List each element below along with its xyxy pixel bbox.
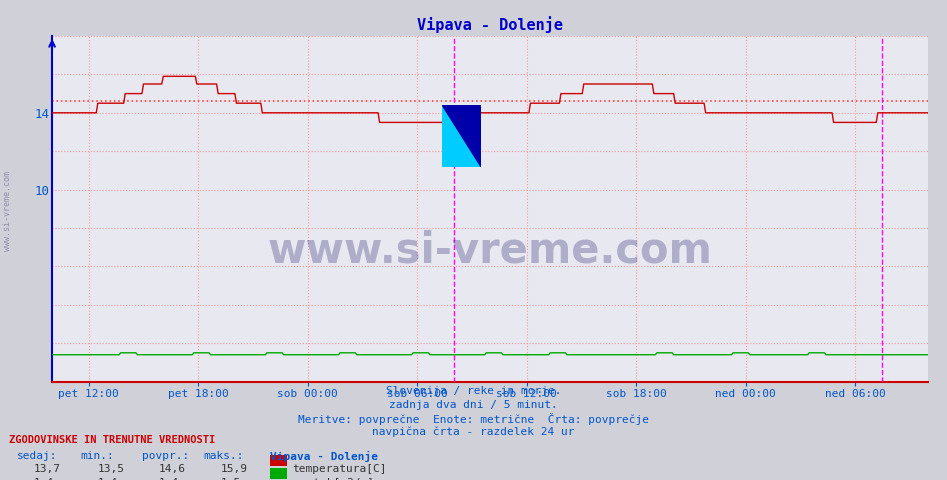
Text: Vipava - Dolenje: Vipava - Dolenje	[270, 451, 378, 462]
Text: 1,4: 1,4	[34, 478, 54, 480]
Text: 15,9: 15,9	[221, 464, 248, 474]
Text: navpična črta - razdelek 24 ur: navpična črta - razdelek 24 ur	[372, 427, 575, 437]
Text: ZGODOVINSKE IN TRENUTNE VREDNOSTI: ZGODOVINSKE IN TRENUTNE VREDNOSTI	[9, 435, 216, 445]
Text: maks.:: maks.:	[204, 451, 244, 461]
Text: www.si-vreme.com: www.si-vreme.com	[3, 171, 12, 251]
Text: 1,5: 1,5	[221, 478, 241, 480]
Text: 1,4: 1,4	[159, 478, 179, 480]
Text: www.si-vreme.com: www.si-vreme.com	[268, 229, 712, 271]
Text: 14,6: 14,6	[159, 464, 187, 474]
Text: Meritve: povprečne  Enote: metrične  Črta: povprečje: Meritve: povprečne Enote: metrične Črta:…	[298, 413, 649, 425]
Polygon shape	[442, 105, 481, 168]
Text: 1,4: 1,4	[98, 478, 117, 480]
Polygon shape	[442, 105, 481, 168]
Text: povpr.:: povpr.:	[142, 451, 189, 461]
Text: sedaj:: sedaj:	[17, 451, 58, 461]
Text: 13,7: 13,7	[34, 464, 62, 474]
Text: temperatura[C]: temperatura[C]	[293, 464, 387, 474]
Text: 13,5: 13,5	[98, 464, 125, 474]
Text: min.:: min.:	[80, 451, 115, 461]
Title: Vipava - Dolenje: Vipava - Dolenje	[417, 17, 563, 34]
Text: Slovenija / reke in morje.: Slovenija / reke in morje.	[385, 386, 562, 396]
Text: pretok[m3/s]: pretok[m3/s]	[293, 478, 374, 480]
Text: zadnja dva dni / 5 minut.: zadnja dva dni / 5 minut.	[389, 400, 558, 410]
